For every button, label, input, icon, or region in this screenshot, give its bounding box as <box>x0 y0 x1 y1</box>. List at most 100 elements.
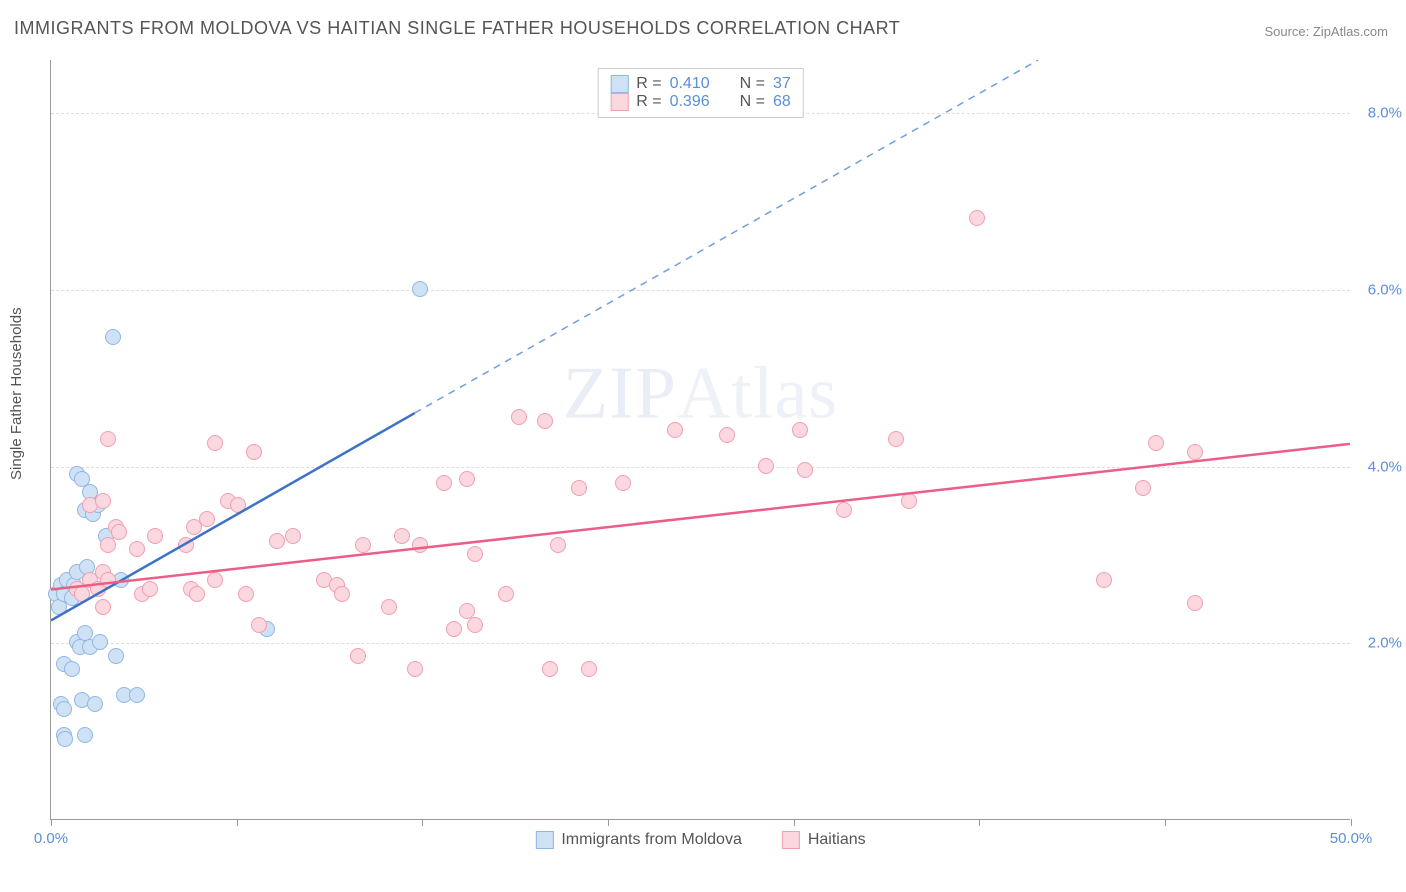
series-legend-item: Haitians <box>782 831 866 849</box>
scatter-point-haitians <box>207 572 223 588</box>
scatter-point-haitians <box>407 661 423 677</box>
plot-area: ZIPAtlas R =0.410N =37R =0.396N =68 Immi… <box>50 60 1350 820</box>
legend-n-value: 37 <box>773 75 791 93</box>
scatter-point-haitians <box>1187 444 1203 460</box>
scatter-point-haitians <box>581 661 597 677</box>
legend-swatch <box>782 831 800 849</box>
scatter-point-haitians <box>498 586 514 602</box>
legend-swatch <box>610 93 628 111</box>
scatter-point-haitians <box>667 422 683 438</box>
scatter-point-moldova <box>87 696 103 712</box>
chart-container: Single Father Households ZIPAtlas R = 0.4… <box>0 50 1406 880</box>
scatter-point-haitians <box>511 409 527 425</box>
scatter-point-haitians <box>537 413 553 429</box>
scatter-point-haitians <box>467 546 483 562</box>
scatter-point-haitians <box>888 431 904 447</box>
scatter-point-haitians <box>412 537 428 553</box>
scatter-point-haitians <box>550 537 566 553</box>
correlation-legend: R =0.410N =37R =0.396N =68 <box>597 68 804 118</box>
gridline <box>51 643 1350 644</box>
y-axis-label: Single Father Households <box>8 307 25 480</box>
scatter-point-haitians <box>189 586 205 602</box>
scatter-point-haitians <box>350 648 366 664</box>
scatter-point-haitians <box>111 524 127 540</box>
scatter-point-haitians <box>246 444 262 460</box>
y-tick-label: 8.0% <box>1356 105 1402 122</box>
x-tick <box>794 819 795 826</box>
legend-row: R =0.410N =37 <box>610 75 791 93</box>
scatter-point-moldova <box>64 661 80 677</box>
x-tick <box>1351 819 1352 826</box>
scatter-point-haitians <box>394 528 410 544</box>
scatter-point-haitians <box>436 475 452 491</box>
scatter-point-haitians <box>758 458 774 474</box>
x-tick <box>51 819 52 826</box>
scatter-point-haitians <box>285 528 301 544</box>
scatter-point-moldova <box>129 687 145 703</box>
scatter-point-haitians <box>355 537 371 553</box>
gridline <box>51 467 1350 468</box>
scatter-point-haitians <box>1135 480 1151 496</box>
scatter-point-haitians <box>100 572 116 588</box>
scatter-point-haitians <box>542 661 558 677</box>
legend-r-label: R = <box>636 93 661 111</box>
series-label: Haitians <box>808 831 866 849</box>
source-attribution: Source: ZipAtlas.com <box>1264 24 1388 39</box>
scatter-point-haitians <box>571 480 587 496</box>
scatter-point-haitians <box>1148 435 1164 451</box>
scatter-point-haitians <box>100 431 116 447</box>
legend-n-label: N = <box>740 75 765 93</box>
scatter-point-haitians <box>901 493 917 509</box>
scatter-point-moldova <box>57 731 73 747</box>
scatter-point-moldova <box>77 727 93 743</box>
scatter-point-moldova <box>412 281 428 297</box>
scatter-point-haitians <box>95 493 111 509</box>
scatter-point-haitians <box>178 537 194 553</box>
gridline <box>51 290 1350 291</box>
x-tick <box>1165 819 1166 826</box>
scatter-point-moldova <box>105 329 121 345</box>
scatter-point-haitians <box>797 462 813 478</box>
x-tick-label: 0.0% <box>34 830 68 847</box>
scatter-point-haitians <box>207 435 223 451</box>
legend-swatch <box>535 831 553 849</box>
scatter-point-haitians <box>100 537 116 553</box>
series-legend-item: Immigrants from Moldova <box>535 831 742 849</box>
scatter-point-haitians <box>836 502 852 518</box>
watermark-zip: ZIP <box>563 352 677 434</box>
scatter-point-haitians <box>199 511 215 527</box>
y-tick-label: 2.0% <box>1356 635 1402 652</box>
scatter-point-moldova <box>92 634 108 650</box>
legend-r-value: 0.410 <box>670 75 710 93</box>
legend-n-value: 68 <box>773 93 791 111</box>
x-tick <box>422 819 423 826</box>
scatter-point-haitians <box>129 541 145 557</box>
series-label: Immigrants from Moldova <box>561 831 742 849</box>
series-legend: Immigrants from Moldova Haitians <box>535 831 865 849</box>
scatter-point-haitians <box>147 528 163 544</box>
scatter-point-haitians <box>1187 595 1203 611</box>
scatter-point-moldova <box>108 648 124 664</box>
scatter-point-haitians <box>95 599 111 615</box>
scatter-point-haitians <box>792 422 808 438</box>
legend-r-value: 0.396 <box>670 93 710 111</box>
scatter-point-haitians <box>719 427 735 443</box>
scatter-point-haitians <box>334 586 350 602</box>
x-tick <box>979 819 980 826</box>
scatter-point-moldova <box>56 701 72 717</box>
x-tick <box>237 819 238 826</box>
scatter-point-haitians <box>467 617 483 633</box>
scatter-point-haitians <box>969 210 985 226</box>
scatter-point-haitians <box>230 497 246 513</box>
legend-n-label: N = <box>740 93 765 111</box>
chart-title: IMMIGRANTS FROM MOLDOVA VS HAITIAN SINGL… <box>14 18 900 39</box>
x-tick-label: 50.0% <box>1330 830 1373 847</box>
scatter-point-haitians <box>381 599 397 615</box>
watermark-atlas: Atlas <box>677 352 838 434</box>
scatter-point-haitians <box>142 581 158 597</box>
scatter-point-haitians <box>1096 572 1112 588</box>
scatter-point-haitians <box>251 617 267 633</box>
y-tick-label: 6.0% <box>1356 281 1402 298</box>
scatter-point-haitians <box>446 621 462 637</box>
y-tick-label: 4.0% <box>1356 458 1402 475</box>
